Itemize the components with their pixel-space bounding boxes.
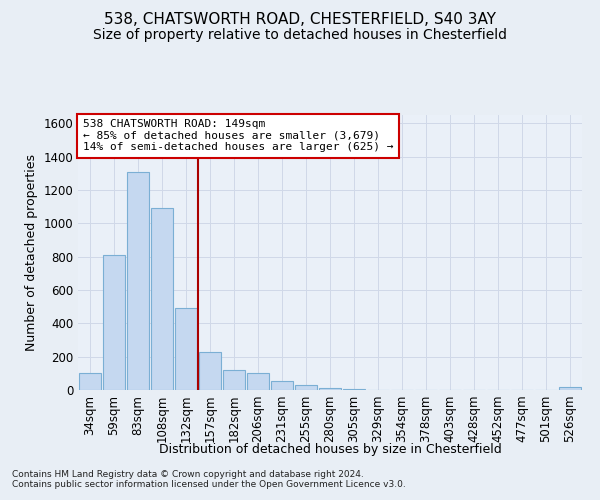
Bar [319, 388, 341, 390]
Bar [103, 255, 125, 390]
Text: Contains HM Land Registry data © Crown copyright and database right 2024.
Contai: Contains HM Land Registry data © Crown c… [12, 470, 406, 490]
Bar [199, 352, 221, 390]
Bar [223, 370, 245, 390]
Text: Distribution of detached houses by size in Chesterfield: Distribution of detached houses by size … [158, 442, 502, 456]
Text: Size of property relative to detached houses in Chesterfield: Size of property relative to detached ho… [93, 28, 507, 42]
Bar [127, 172, 149, 390]
Bar [175, 308, 197, 390]
Bar [295, 385, 317, 390]
Bar [271, 381, 293, 390]
Bar [559, 386, 581, 390]
Bar [343, 389, 365, 390]
Bar [79, 374, 101, 390]
Bar [151, 208, 173, 390]
Bar [247, 374, 269, 390]
Text: 538 CHATSWORTH ROAD: 149sqm
← 85% of detached houses are smaller (3,679)
14% of : 538 CHATSWORTH ROAD: 149sqm ← 85% of det… [83, 119, 394, 152]
Y-axis label: Number of detached properties: Number of detached properties [25, 154, 38, 351]
Text: 538, CHATSWORTH ROAD, CHESTERFIELD, S40 3AY: 538, CHATSWORTH ROAD, CHESTERFIELD, S40 … [104, 12, 496, 28]
